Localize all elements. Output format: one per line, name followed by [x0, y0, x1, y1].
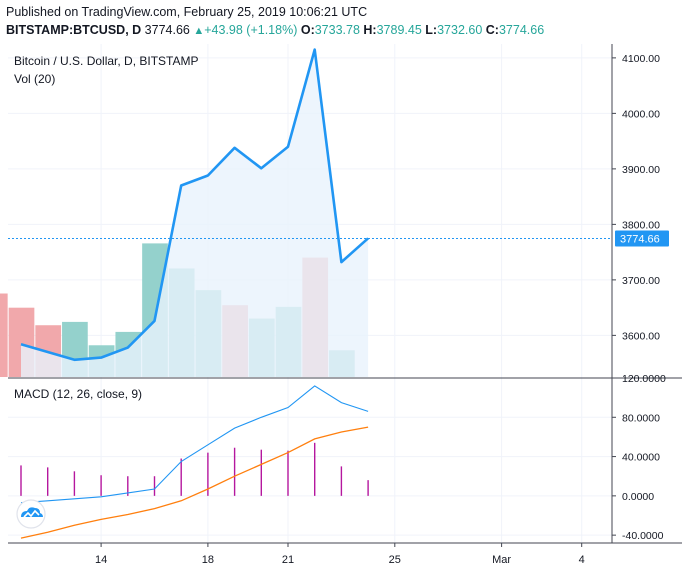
macd-tick-label: 40.0000 [622, 452, 660, 464]
axes [8, 44, 682, 544]
last-price-badge-text: 3774.66 [620, 233, 660, 245]
price-change: +43.98 (+1.18%) [204, 23, 298, 37]
price-tick-label: 4100.00 [622, 53, 660, 65]
macd-title: MACD (12, 26, close, 9) [14, 387, 142, 401]
price-area [21, 49, 369, 377]
date-tick-label: 4 [579, 554, 585, 566]
triangle-up-icon: ▲ [193, 25, 205, 37]
tradingview-cloud-icon[interactable] [16, 499, 46, 529]
price-tick-label: 3800.00 [622, 219, 660, 231]
published-note: Published on TradingView.com, February 2… [6, 5, 368, 19]
macd-tick-label: 80.0000 [622, 412, 660, 424]
date-tick-label: 14 [95, 554, 107, 566]
last-price-badge: 3774.66 [615, 230, 669, 247]
price-line [20, 48, 369, 362]
volume-label: Vol (20) [14, 72, 55, 86]
high-label: H: [363, 23, 377, 37]
close-label: C: [485, 23, 499, 37]
symbol-label: BITSTAMP:BTCUSD, D [6, 23, 142, 37]
date-tick-label: 21 [282, 554, 294, 566]
chart-title: Bitcoin / U.S. Dollar, D, BITSTAMP [14, 54, 199, 68]
date-tick-label: 25 [389, 554, 401, 566]
quote-line: BITSTAMP:BTCUSD, D 3774.66 ▲+43.98 (+1.1… [6, 22, 681, 40]
close-value: 3774.66 [498, 23, 545, 37]
price-tick-label: 3700.00 [622, 275, 660, 287]
high-value: 3789.45 [376, 23, 422, 37]
low-label: L: [425, 23, 438, 37]
open-label: O: [300, 23, 315, 37]
macd-tick-label: 120.0000 [622, 373, 666, 385]
macd-tick-label: -40.0000 [622, 530, 664, 542]
open-value: 3733.78 [314, 23, 360, 37]
macd-panel [20, 385, 369, 539]
price-tick-label: 3600.00 [622, 330, 660, 342]
date-tick-label: Mar [492, 554, 511, 566]
low-value: 3732.60 [437, 23, 483, 37]
price-tick-label: 3900.00 [622, 164, 660, 176]
chart-header: Published on TradingView.com, February 2… [6, 4, 681, 40]
volume-bar [0, 293, 8, 377]
macd-tick-label: 0.0000 [622, 491, 654, 503]
signal-line [20, 426, 369, 539]
macd-line [20, 385, 369, 504]
last-price: 3774.66 [144, 23, 190, 37]
date-tick-label: 18 [202, 554, 214, 566]
price-tick-label: 4000.00 [622, 108, 660, 120]
price-tick-labels: 4100.00 4000.00 3900.00 3800.00 3700.00 3600.… [95, 53, 666, 566]
